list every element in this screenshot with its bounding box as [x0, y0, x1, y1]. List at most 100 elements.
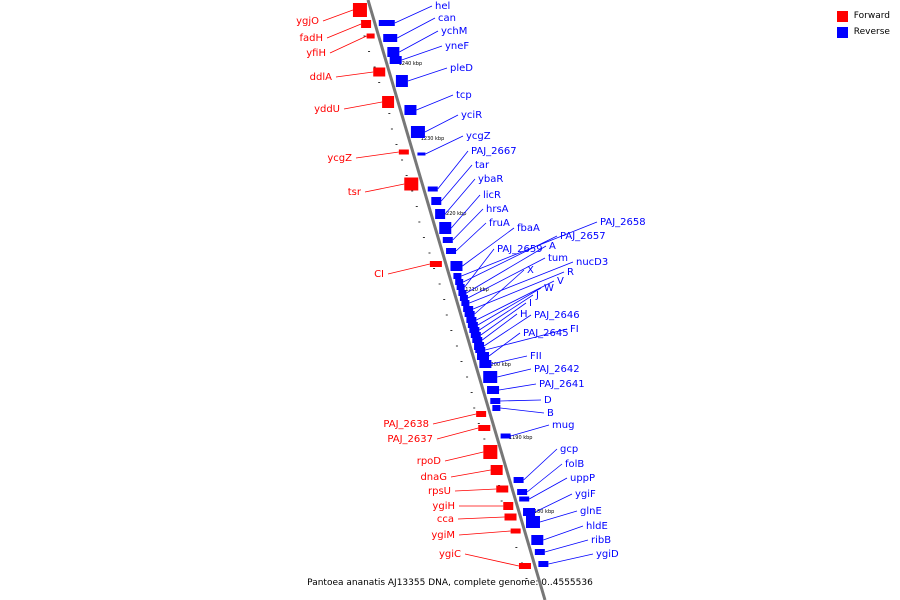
reverse-gene-feature[interactable]: [500, 433, 511, 439]
reverse-gene-feature[interactable]: [458, 290, 467, 296]
forward-gene-feature[interactable]: [518, 563, 531, 569]
forward-gene-label[interactable]: ygjO: [296, 16, 319, 27]
reverse-gene-label[interactable]: R: [567, 267, 574, 278]
reverse-gene-feature[interactable]: [427, 186, 438, 192]
reverse-gene-feature[interactable]: [470, 332, 481, 338]
reverse-gene-feature[interactable]: [456, 284, 465, 290]
reverse-gene-label[interactable]: X: [527, 265, 534, 276]
reverse-gene-feature[interactable]: [450, 261, 463, 271]
reverse-gene-label[interactable]: yciR: [461, 110, 482, 121]
reverse-gene-feature[interactable]: [477, 352, 490, 360]
reverse-gene-feature[interactable]: [459, 295, 468, 301]
forward-gene-feature[interactable]: [490, 465, 503, 475]
reverse-gene-label[interactable]: mug: [552, 420, 574, 431]
reverse-gene-feature[interactable]: [446, 248, 457, 254]
reverse-gene-feature[interactable]: [479, 360, 492, 368]
reverse-gene-label[interactable]: ybaR: [478, 174, 503, 185]
forward-gene-label[interactable]: rpsU: [428, 486, 451, 497]
forward-gene-feature[interactable]: [404, 177, 419, 191]
reverse-gene-label[interactable]: tcp: [456, 90, 472, 101]
reverse-gene-label[interactable]: PAJ_2642: [534, 364, 580, 375]
forward-gene-feature[interactable]: [429, 261, 442, 267]
reverse-gene-label[interactable]: B: [547, 408, 554, 419]
reverse-gene-feature[interactable]: [389, 56, 402, 64]
forward-gene-label[interactable]: tsr: [348, 187, 362, 198]
forward-gene-feature[interactable]: [373, 67, 386, 77]
forward-gene-feature[interactable]: [496, 485, 509, 493]
reverse-gene-feature[interactable]: [492, 405, 501, 411]
reverse-gene-label[interactable]: FII: [530, 351, 542, 362]
forward-gene-feature[interactable]: [483, 445, 498, 459]
reverse-gene-feature[interactable]: [395, 75, 408, 87]
forward-gene-feature[interactable]: [366, 33, 375, 39]
reverse-gene-label[interactable]: D: [544, 395, 552, 406]
reverse-gene-feature[interactable]: [378, 20, 395, 26]
reverse-gene-label[interactable]: A: [549, 241, 556, 252]
reverse-gene-label[interactable]: ygiF: [575, 489, 596, 500]
forward-gene-feature[interactable]: [478, 425, 491, 431]
reverse-gene-label[interactable]: I: [529, 298, 532, 309]
reverse-gene-label[interactable]: glnE: [580, 506, 602, 517]
reverse-gene-feature[interactable]: [483, 371, 498, 383]
forward-gene-label[interactable]: dnaG: [420, 472, 447, 483]
reverse-gene-feature[interactable]: [513, 477, 524, 483]
reverse-gene-feature[interactable]: [531, 535, 544, 545]
reverse-gene-feature[interactable]: [523, 508, 536, 516]
reverse-gene-feature[interactable]: [517, 489, 528, 495]
reverse-gene-label[interactable]: hldE: [586, 521, 608, 532]
reverse-gene-feature[interactable]: [439, 222, 452, 234]
reverse-gene-label[interactable]: hrsA: [486, 204, 509, 215]
forward-gene-label[interactable]: PAJ_2637: [387, 434, 433, 445]
forward-gene-label[interactable]: ddlA: [310, 72, 332, 83]
reverse-gene-feature[interactable]: [431, 197, 442, 205]
reverse-gene-label[interactable]: ribB: [591, 535, 611, 546]
reverse-gene-feature[interactable]: [453, 273, 462, 279]
reverse-gene-label[interactable]: FI: [570, 324, 579, 335]
reverse-gene-feature[interactable]: [519, 496, 530, 502]
forward-gene-feature[interactable]: [398, 149, 409, 155]
reverse-gene-feature[interactable]: [525, 516, 540, 528]
forward-gene-label[interactable]: cca: [437, 514, 454, 525]
reverse-gene-label[interactable]: ygiD: [596, 549, 619, 560]
forward-gene-label[interactable]: ygiH: [432, 501, 455, 512]
reverse-gene-feature[interactable]: [469, 327, 480, 333]
reverse-gene-feature[interactable]: [455, 279, 464, 285]
forward-gene-feature[interactable]: [510, 528, 521, 534]
reverse-gene-label[interactable]: uppP: [570, 473, 595, 484]
reverse-gene-label[interactable]: ycgZ: [466, 131, 491, 142]
reverse-gene-label[interactable]: PAJ_2658: [600, 217, 646, 228]
reverse-gene-label[interactable]: fruA: [489, 218, 510, 229]
forward-gene-label[interactable]: yfiH: [306, 48, 326, 59]
forward-gene-label[interactable]: yddU: [314, 104, 340, 115]
forward-gene-label[interactable]: fadH: [299, 33, 323, 44]
reverse-gene-label[interactable]: tar: [475, 160, 490, 171]
reverse-gene-label[interactable]: fbaA: [517, 223, 540, 234]
forward-gene-label[interactable]: ycgZ: [327, 153, 352, 164]
reverse-gene-feature[interactable]: [475, 347, 486, 353]
reverse-gene-label[interactable]: V: [557, 276, 564, 287]
reverse-gene-feature[interactable]: [410, 126, 425, 138]
reverse-gene-feature[interactable]: [466, 317, 477, 323]
reverse-gene-label[interactable]: folB: [565, 459, 584, 470]
reverse-gene-feature[interactable]: [474, 342, 485, 350]
reverse-gene-feature[interactable]: [461, 300, 470, 306]
reverse-gene-feature[interactable]: [442, 237, 453, 243]
forward-gene-feature[interactable]: [476, 411, 487, 417]
reverse-gene-feature[interactable]: [467, 322, 478, 328]
reverse-gene-label[interactable]: tum: [548, 253, 568, 264]
reverse-gene-label[interactable]: H: [520, 309, 528, 320]
reverse-gene-feature[interactable]: [490, 398, 501, 404]
reverse-gene-label[interactable]: hel: [435, 1, 450, 12]
reverse-gene-label[interactable]: W: [544, 283, 554, 294]
forward-gene-label[interactable]: ygiC: [439, 549, 461, 560]
reverse-gene-feature[interactable]: [383, 34, 398, 42]
reverse-gene-feature[interactable]: [463, 306, 474, 312]
forward-gene-feature[interactable]: [504, 513, 517, 521]
reverse-gene-label[interactable]: PAJ_2667: [471, 146, 517, 157]
forward-gene-feature[interactable]: [352, 3, 367, 17]
reverse-gene-label[interactable]: pleD: [450, 63, 473, 74]
reverse-gene-feature[interactable]: [404, 105, 417, 115]
reverse-gene-label[interactable]: PAJ_2657: [560, 231, 606, 242]
reverse-gene-feature[interactable]: [464, 311, 475, 317]
reverse-gene-feature[interactable]: [435, 209, 446, 219]
